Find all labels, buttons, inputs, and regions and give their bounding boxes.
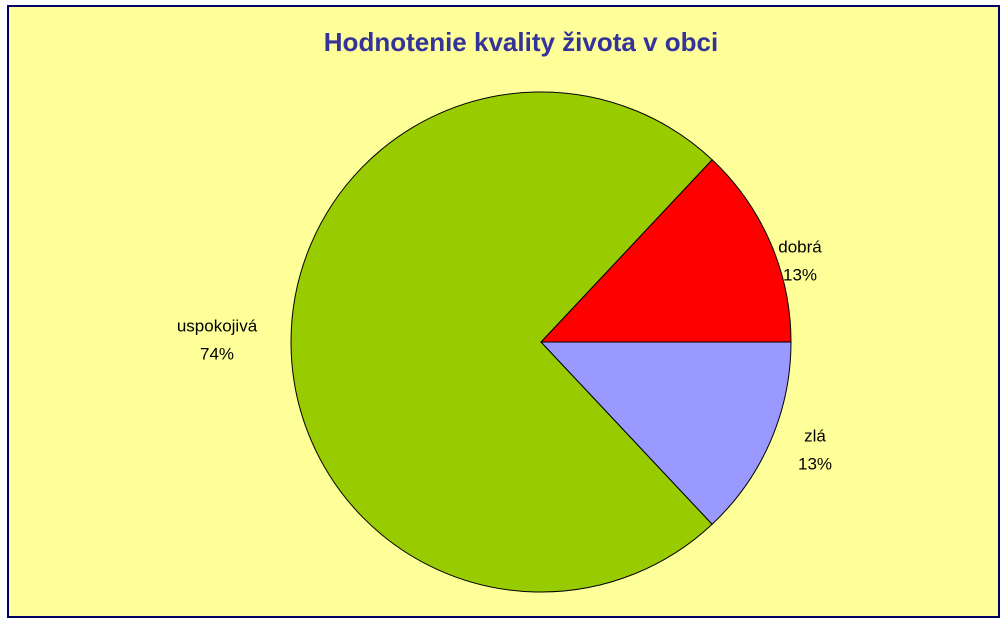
slice-value-label: 74% (200, 344, 234, 363)
slice-label: dobrá (778, 237, 822, 256)
slice-label: zlá (804, 426, 826, 445)
slice-value-label: 13% (798, 454, 832, 473)
chart-title: Hodnotenie kvality života v obci (324, 27, 718, 57)
slice-label: uspokojivá (177, 316, 258, 335)
pie-slice (539, 159, 792, 343)
slice-value-label: 13% (783, 265, 817, 284)
pie-slice (539, 341, 792, 525)
pie-slice (290, 91, 713, 593)
